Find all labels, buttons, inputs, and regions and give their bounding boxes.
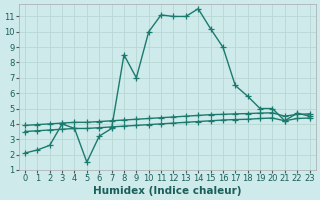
X-axis label: Humidex (Indice chaleur): Humidex (Indice chaleur) (93, 186, 242, 196)
